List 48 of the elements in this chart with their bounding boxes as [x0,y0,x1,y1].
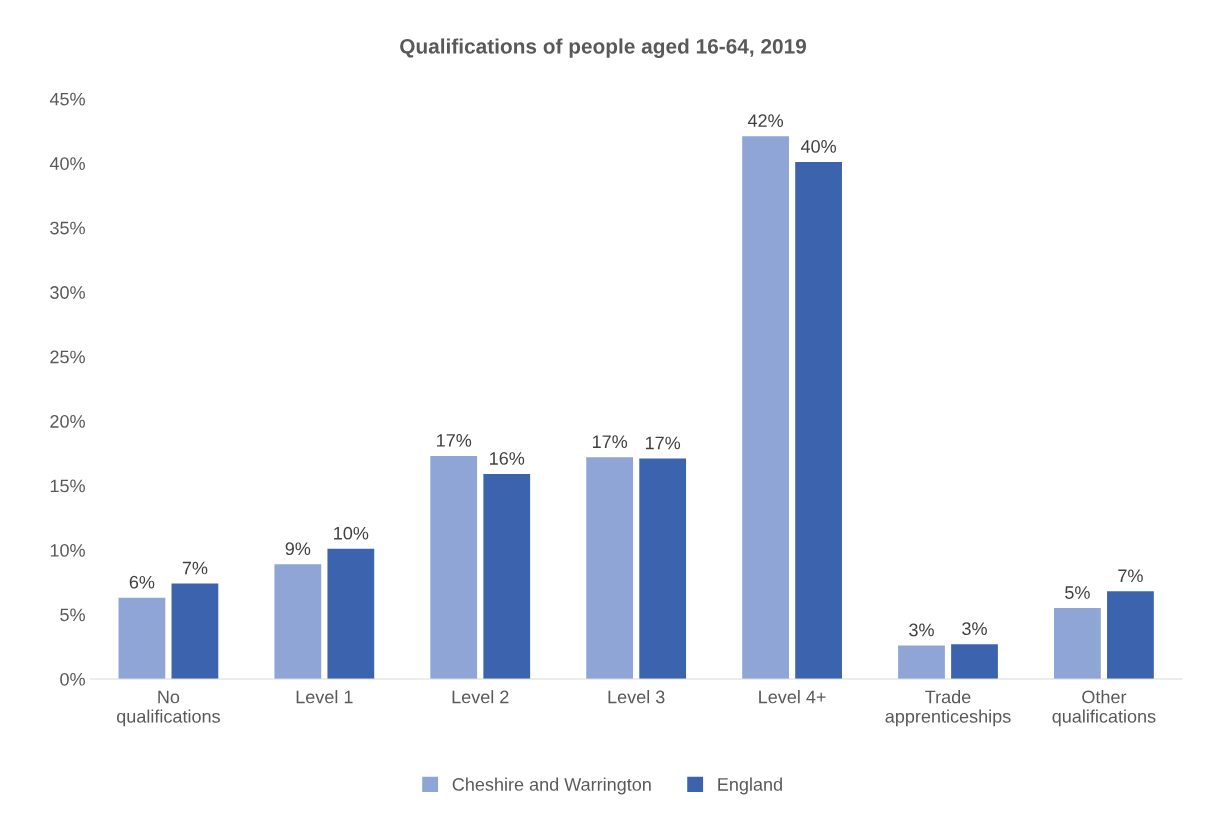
bar [118,597,166,679]
y-tick-label: 0% [60,672,85,686]
x-tick-label: Level 1 [296,690,353,704]
bar [430,455,478,679]
legend-label: England [718,777,782,795]
x-tick-label: Trade apprenticeships [885,690,1011,727]
x-tick-label: Other qualifications [1052,690,1156,727]
y-tick-label: 30% [50,286,85,299]
bar [274,564,322,679]
bar [586,457,634,679]
y-tick-label: 25% [50,350,85,364]
data-label: 40% [800,140,837,153]
x-tick-label: Level 2 [452,690,509,704]
data-label: 5% [1065,586,1090,599]
legend-label: Cheshire and Warrington [452,777,651,795]
data-label: 3% [909,623,934,637]
y-tick-label: 10% [50,543,85,557]
chart-title: Qualifications of people aged 16-64, 2019 [400,38,807,58]
data-label: 9% [285,542,311,556]
bar [898,645,945,679]
bar [742,136,789,679]
data-label: 42% [747,114,783,127]
y-tick-label: 35% [50,221,85,235]
bar [951,644,998,679]
bar [483,473,531,679]
data-label: 10% [334,526,369,540]
y-tick-label: 15% [50,479,85,493]
bar [171,583,219,679]
bar [1107,591,1154,679]
data-label: 6% [129,575,155,589]
bar [1054,608,1101,679]
x-tick-label: No qualifications [116,690,220,727]
data-label: 3% [962,622,987,636]
data-label: 17% [592,435,628,449]
bar [795,161,842,679]
data-label: 7% [182,561,208,575]
y-tick-label: 5% [60,608,85,622]
y-tick-label: 20% [50,415,85,428]
x-tick-label: Level 4+ [759,690,826,704]
y-tick-label: 40% [49,157,85,170]
x-tick-label: Level 3 [608,690,665,704]
bar [639,458,687,679]
bar [327,548,375,679]
data-label: 16% [490,452,525,465]
data-label: 17% [437,434,472,447]
data-label: 7% [1118,569,1143,583]
y-tick-label: 45% [49,92,85,106]
data-label: 17% [645,436,681,450]
